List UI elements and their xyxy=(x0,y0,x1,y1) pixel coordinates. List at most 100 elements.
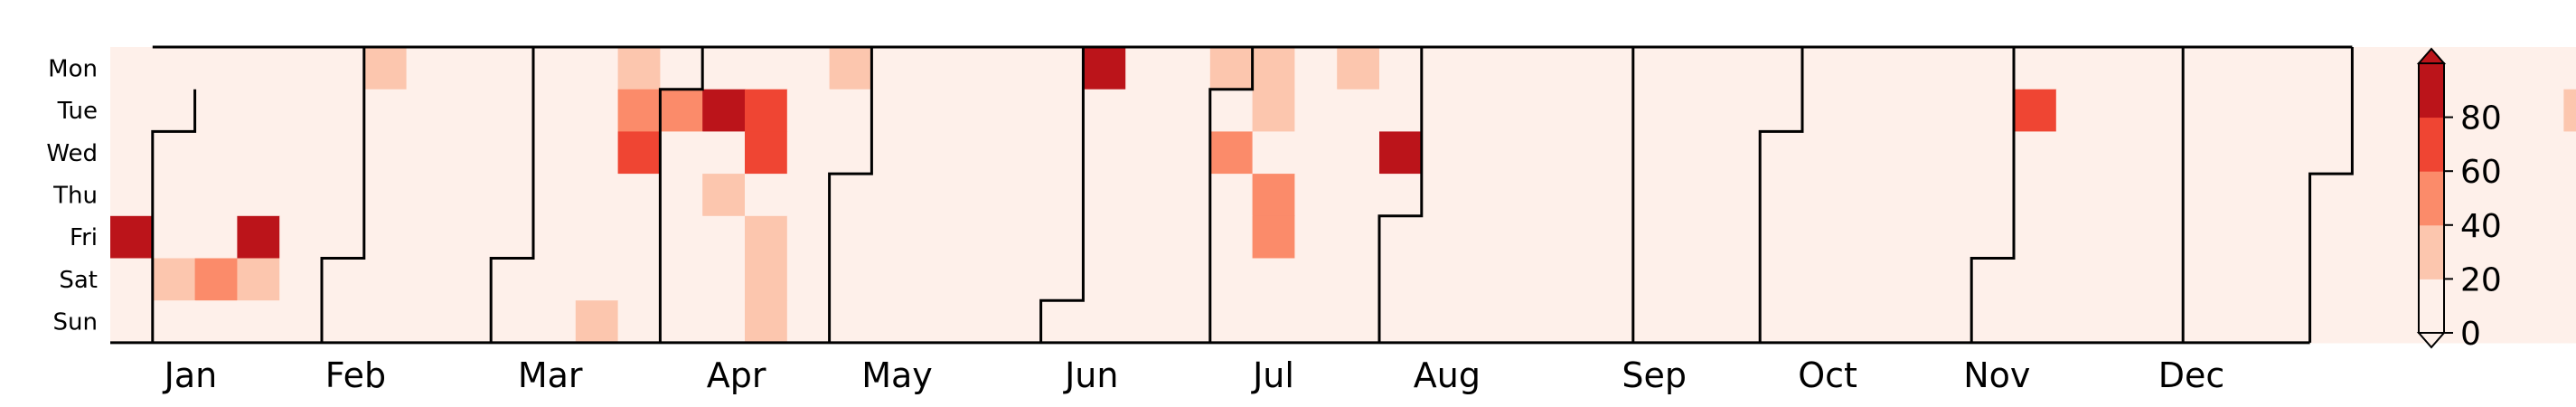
heatmap-cell xyxy=(448,258,492,301)
heatmap-cell xyxy=(237,300,280,344)
heatmap-cell xyxy=(660,258,703,301)
heatmap-cell xyxy=(829,89,872,132)
heatmap-cell xyxy=(279,89,323,132)
heatmap-cell xyxy=(152,258,196,301)
month-border xyxy=(1208,47,1255,343)
heatmap-cell xyxy=(2309,89,2353,132)
heatmap-cell xyxy=(1760,89,1803,132)
heatmap-cell xyxy=(2478,131,2523,175)
heatmap-cell xyxy=(1252,174,1295,217)
heatmap-cell xyxy=(1506,174,1549,217)
heatmap-cell xyxy=(1506,131,1549,175)
heatmap-cell xyxy=(660,131,703,175)
heatmap-cell xyxy=(279,215,323,260)
heatmap-cell xyxy=(871,174,915,217)
heatmap-cell xyxy=(2014,258,2057,301)
heatmap-cell xyxy=(998,131,1042,175)
heatmap-cell xyxy=(2183,258,2226,301)
heatmap-cell xyxy=(617,131,661,175)
heatmap-cell xyxy=(1421,174,1465,217)
colorbar-segment xyxy=(2419,117,2444,172)
heatmap-cell xyxy=(914,131,957,175)
heatmap-cell xyxy=(1717,89,1761,132)
month-label: Mar xyxy=(518,355,583,395)
heatmap-cell xyxy=(194,89,238,132)
month-border xyxy=(1758,47,1804,343)
heatmap-cell xyxy=(660,174,703,217)
heatmap-cell xyxy=(1802,47,1846,90)
heatmap-cell xyxy=(745,258,788,301)
heatmap-cell xyxy=(2055,174,2100,217)
heatmap-cell xyxy=(1337,258,1380,301)
weekday-label: Mon xyxy=(48,55,98,82)
heatmap-cell xyxy=(491,300,534,344)
heatmap-cell xyxy=(660,89,703,132)
heatmap-cell xyxy=(406,131,449,175)
colorbar-frame xyxy=(2418,62,2445,334)
heatmap-cell xyxy=(2055,258,2100,301)
heatmap-cell xyxy=(406,47,449,90)
heatmap-cell xyxy=(871,47,915,90)
heatmap-cell xyxy=(533,215,577,260)
heatmap-cell xyxy=(2563,131,2576,175)
heatmap-cell xyxy=(1760,47,1803,90)
heatmap-cell xyxy=(279,174,323,217)
heatmap-cell xyxy=(2098,131,2141,175)
heatmap-cell xyxy=(1929,174,1972,217)
heatmap-cell xyxy=(660,215,703,260)
heatmap-cell xyxy=(110,215,154,260)
heatmap-cell xyxy=(745,89,788,132)
heatmap-cell xyxy=(1886,258,1930,301)
heatmap-cell xyxy=(871,258,915,301)
heatmap-cell xyxy=(1548,174,1592,217)
heatmap-cell xyxy=(1421,300,1465,344)
heatmap-cell xyxy=(491,215,534,260)
heatmap-cell xyxy=(2478,300,2523,344)
heatmap-cell xyxy=(2225,300,2269,344)
heatmap-cell xyxy=(2225,131,2269,175)
heatmap-cell xyxy=(1209,131,1254,175)
heatmap-cell xyxy=(491,89,534,132)
heatmap-cell xyxy=(575,174,619,217)
heatmap-cell xyxy=(914,300,957,344)
heatmap-cell xyxy=(1886,47,1930,90)
heatmap-cell xyxy=(575,47,619,90)
heatmap-cell xyxy=(110,258,154,301)
heatmap-cell xyxy=(2352,174,2395,217)
weekday-label: Wed xyxy=(46,140,98,167)
heatmap-cell xyxy=(1168,258,1211,301)
heatmap-cell xyxy=(660,47,703,90)
heatmap-cell xyxy=(871,300,915,344)
heatmap-cell xyxy=(1632,174,1677,217)
heatmap-cell xyxy=(1294,47,1338,90)
heatmap-cell xyxy=(2055,131,2100,175)
heatmap-cell xyxy=(1252,47,1295,90)
heatmap-cell xyxy=(2521,174,2564,217)
heatmap-cell xyxy=(575,89,619,132)
heatmap-cell xyxy=(322,89,365,132)
heatmap-cell xyxy=(1632,89,1677,132)
heatmap-cell xyxy=(1506,215,1549,260)
heatmap-cell xyxy=(786,131,831,175)
month-label: Feb xyxy=(325,355,386,395)
heatmap-cell xyxy=(2140,89,2184,132)
heatmap-cell xyxy=(1252,300,1295,344)
heatmap-cell xyxy=(1591,131,1634,175)
heatmap-cell xyxy=(491,174,534,217)
heatmap-cell xyxy=(2183,215,2226,260)
heatmap-cell xyxy=(575,215,619,260)
heatmap-cell xyxy=(1717,131,1761,175)
heatmap-cell xyxy=(660,300,703,344)
heatmap-cell xyxy=(2183,47,2226,90)
heatmap-cell xyxy=(1379,89,1423,132)
heatmap-cells xyxy=(110,47,2576,344)
heatmap-cell xyxy=(1083,174,1126,217)
colorbar-tick-label: 20 xyxy=(2460,261,2502,298)
heatmap-cell xyxy=(363,131,408,175)
heatmap-cell xyxy=(1506,258,1549,301)
heatmap-cell xyxy=(1294,215,1338,260)
heatmap-cell xyxy=(1760,258,1803,301)
heatmap-cell xyxy=(1083,300,1126,344)
heatmap-cell xyxy=(1125,89,1169,132)
heatmap-cell xyxy=(956,174,1000,217)
